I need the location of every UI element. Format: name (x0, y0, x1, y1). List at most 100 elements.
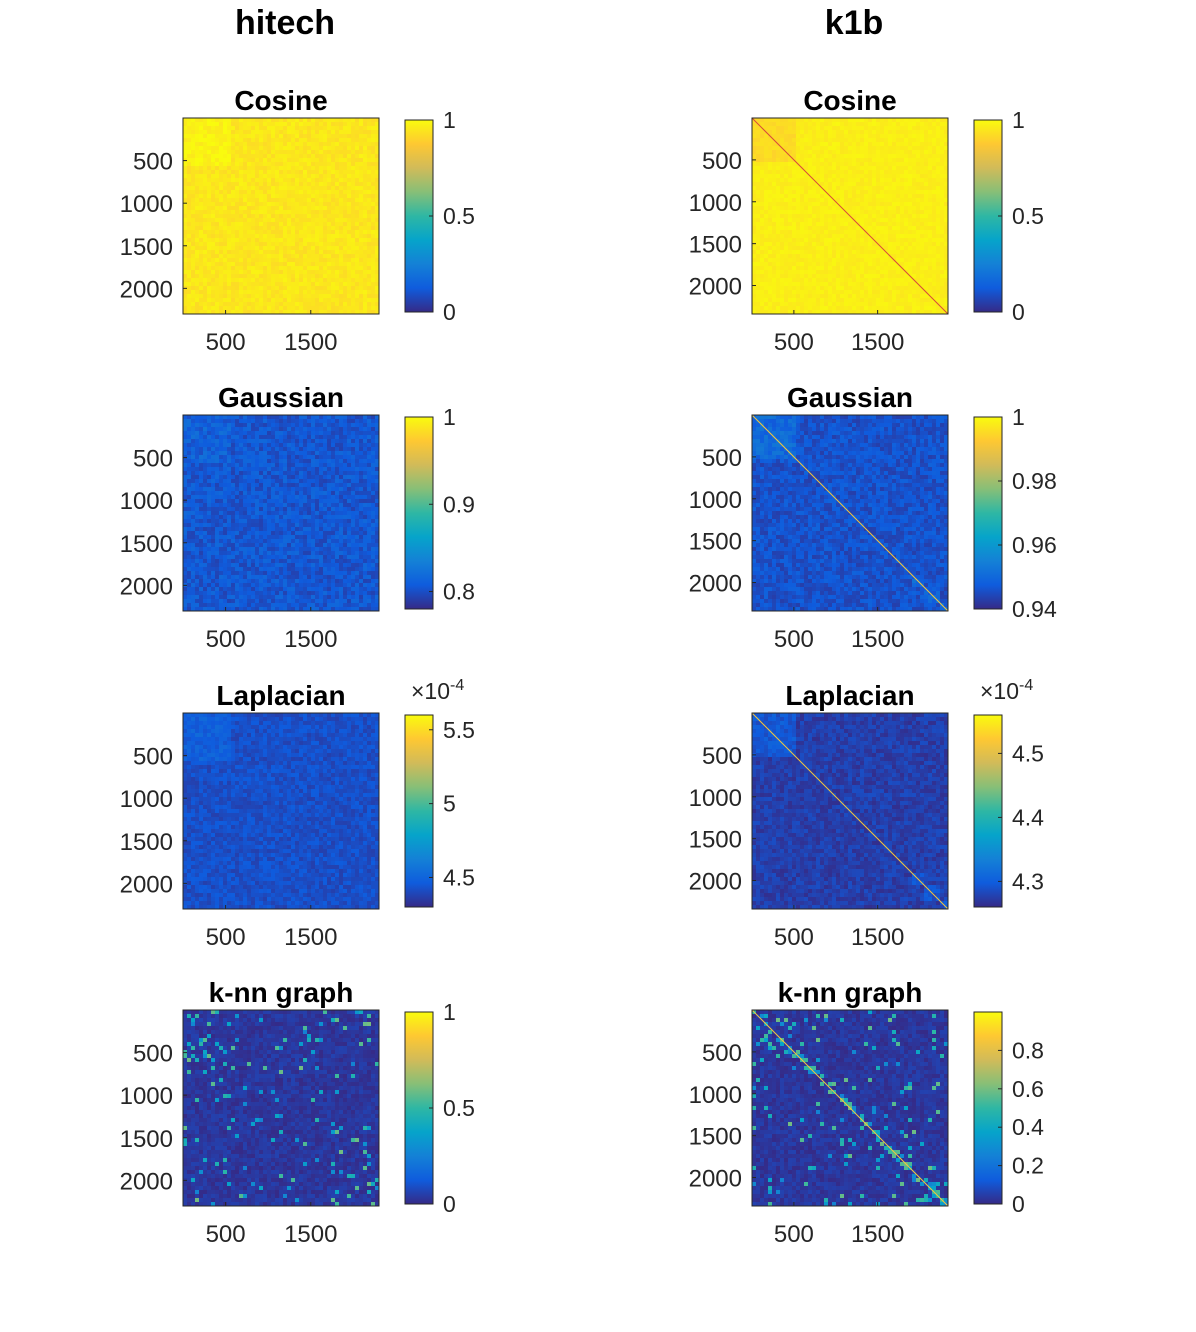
heatmap-cell (287, 162, 292, 167)
heatmap-cell (912, 150, 917, 155)
heatmap-cell (900, 298, 905, 303)
heatmap-cell (195, 246, 200, 251)
heatmap-cell (944, 154, 949, 159)
x-tick-label: 1500 (284, 329, 337, 356)
heatmap-cell (247, 238, 252, 243)
heatmap-cell (191, 210, 196, 215)
heatmap-cell (203, 218, 208, 223)
heatmap-cell (848, 142, 853, 147)
heatmap-cell (812, 142, 817, 147)
heatmap-cell (219, 298, 224, 303)
heatmap-cell (303, 194, 308, 199)
heatmap-cell (756, 218, 761, 223)
heatmap-cell (772, 126, 777, 131)
heatmap-cell (936, 234, 941, 239)
heatmap-cell (900, 278, 905, 283)
heatmap-cell (844, 298, 849, 303)
heatmap-cell (940, 146, 945, 151)
heatmap-cell (319, 130, 324, 135)
heatmap-cell (788, 194, 793, 199)
heatmap-cell (872, 126, 877, 131)
heatmap-cell (784, 282, 789, 287)
heatmap-cell (235, 182, 240, 187)
heatmap-cell (836, 294, 841, 299)
heatmap-cell (247, 242, 252, 247)
heatmap-cell (247, 274, 252, 279)
heatmap-cell (840, 150, 845, 155)
heatmap-cell (331, 162, 336, 167)
heatmap-cell (223, 170, 228, 175)
heatmap-cell (908, 222, 913, 227)
heatmap-cell (808, 302, 813, 307)
heatmap-cell (279, 254, 284, 259)
heatmap-cell (207, 218, 212, 223)
heatmap-cell (872, 270, 877, 275)
heatmap-cell (311, 415, 316, 420)
heatmap-cell (211, 274, 216, 279)
heatmap-cell (271, 210, 276, 215)
heatmap-cell (900, 238, 905, 243)
heatmap-cell (936, 162, 941, 167)
heatmap-cell (792, 154, 797, 159)
heatmap-cell (928, 226, 933, 231)
heatmap-cell (900, 258, 905, 263)
heatmap-cell (932, 174, 937, 179)
heatmap-cell (327, 130, 332, 135)
heatmap-cell (271, 170, 276, 175)
heatmap-cell (283, 270, 288, 275)
heatmap-cell (231, 254, 236, 259)
heatmap-cell (339, 130, 344, 135)
heatmap-cell (339, 310, 344, 315)
heatmap-cell (299, 423, 304, 428)
heatmap-cell (263, 278, 268, 283)
heatmap-cell (924, 258, 929, 263)
heatmap-cell (852, 182, 857, 187)
heatmap-cell (227, 186, 232, 191)
heatmap-cell (311, 278, 316, 283)
heatmap-cell (311, 254, 316, 259)
heatmap-cell (315, 206, 320, 211)
heatmap-cell (343, 150, 348, 155)
heatmap-cell (215, 186, 220, 191)
heatmap-cell (267, 423, 272, 428)
heatmap-cell (796, 258, 801, 263)
heatmap-cell (860, 266, 865, 271)
heatmap-cell (820, 150, 825, 155)
heatmap-cell (808, 178, 813, 183)
heatmap-cell (351, 250, 356, 255)
heatmap-cell (331, 270, 336, 275)
heatmap-cell (187, 218, 192, 223)
heatmap-cell (279, 142, 284, 147)
heatmap-cell (279, 154, 284, 159)
heatmap-cell (259, 194, 264, 199)
heatmap-cell (291, 138, 296, 143)
heatmap-cell (784, 242, 789, 247)
heatmap-cell (243, 142, 248, 147)
heatmap-cell (339, 266, 344, 271)
heatmap-cell (275, 118, 280, 123)
heatmap-cell (908, 206, 913, 211)
heatmap-cell (940, 126, 945, 131)
heatmap-cell (804, 158, 809, 163)
heatmap-cell (371, 419, 376, 424)
heatmap-cell (291, 202, 296, 207)
heatmap-cell (804, 138, 809, 143)
heatmap-cell (872, 230, 877, 235)
heatmap-cell (255, 242, 260, 247)
heatmap-cell (275, 298, 280, 303)
heatmap-cell (251, 134, 256, 139)
heatmap-cell (307, 134, 312, 139)
heatmap-cell (375, 302, 380, 307)
heatmap-cell (239, 138, 244, 143)
heatmap-cell (864, 222, 869, 227)
heatmap-cell (936, 226, 941, 231)
heatmap-cell (792, 290, 797, 295)
heatmap-cell (760, 274, 765, 279)
heatmap-cell (247, 250, 252, 255)
heatmap-cell (872, 218, 877, 223)
heatmap-cell (936, 166, 941, 171)
heatmap-cell (235, 266, 240, 271)
heatmap-cell (331, 294, 336, 299)
heatmap-cell (764, 146, 769, 151)
heatmap-cell (363, 254, 368, 259)
